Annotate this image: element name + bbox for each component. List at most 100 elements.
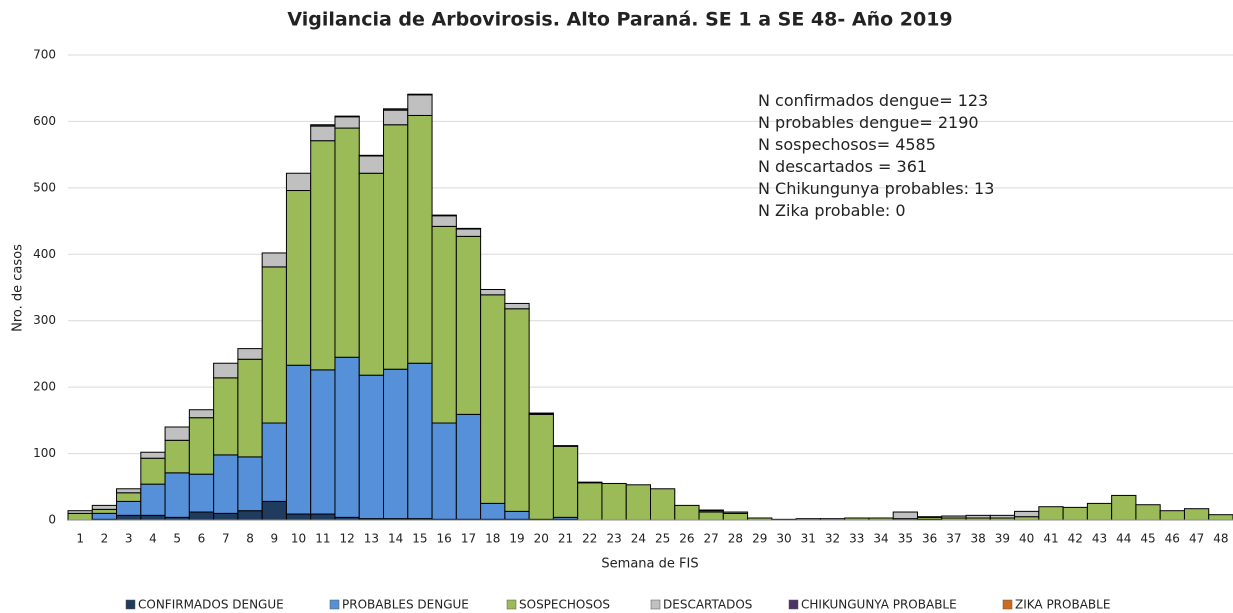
- x-tick-label: 31: [801, 532, 816, 546]
- x-tick-label: 6: [198, 532, 206, 546]
- bar-segment: [285, 190, 312, 366]
- bar-segment: [91, 508, 118, 514]
- bar-segment: [528, 412, 554, 415]
- bar-segment: [261, 500, 287, 521]
- x-tick-label: 46: [1165, 532, 1180, 546]
- x-tick-label: 47: [1189, 532, 1204, 546]
- bar-segment: [237, 456, 263, 512]
- bar-segment: [431, 422, 457, 520]
- bar-segment: [188, 417, 215, 475]
- x-tick-label: 10: [291, 532, 306, 546]
- annotation: N sospechosos= 4585: [758, 135, 936, 154]
- bar-segment: [504, 308, 530, 512]
- bar-segment: [1062, 506, 1088, 521]
- bar-segment: [334, 115, 360, 118]
- x-tick-label: 45: [1140, 532, 1155, 546]
- bar-segment: [431, 214, 457, 217]
- bar-segment: [407, 114, 433, 364]
- x-tick-label: 48: [1213, 532, 1228, 546]
- y-tick-label: 100: [33, 446, 56, 460]
- bar-segment: [261, 422, 287, 502]
- bar-segment: [310, 369, 336, 515]
- bar-segment: [722, 512, 749, 521]
- x-tick-label: 23: [606, 532, 621, 546]
- x-tick-label: 12: [339, 532, 354, 546]
- x-tick-label: 16: [437, 532, 452, 546]
- bar-segment: [334, 116, 360, 129]
- bar-segment: [213, 454, 239, 514]
- bar-segment: [285, 513, 312, 521]
- bar-segment: [552, 445, 579, 518]
- legend-swatch: [1002, 599, 1013, 610]
- bar-segment: [480, 294, 506, 504]
- bar-segment: [480, 502, 506, 520]
- legend-swatch: [506, 599, 517, 610]
- x-tick-label: 40: [1019, 532, 1034, 546]
- y-tick-label: 500: [33, 180, 56, 194]
- bar-segment: [965, 514, 991, 519]
- legend-label: PROBABLES DENGUE: [342, 598, 469, 612]
- x-tick-label: 38: [971, 532, 986, 546]
- x-tick-label: 26: [679, 532, 694, 546]
- x-tick-label: 44: [1116, 532, 1131, 546]
- bar-segment: [67, 510, 93, 514]
- bar-segment: [383, 108, 409, 111]
- bar-segment: [213, 377, 239, 456]
- x-tick-label: 19: [509, 532, 524, 546]
- y-tick-label: 200: [33, 380, 56, 394]
- legend-label: ZIKA PROBABLE: [1015, 598, 1110, 612]
- x-tick-label: 5: [173, 532, 181, 546]
- bar-segment: [285, 364, 312, 515]
- annotation: N probables dengue= 2190: [758, 113, 979, 132]
- bar-segment: [116, 488, 142, 494]
- bar-segment: [916, 516, 943, 518]
- legend-label: DESCARTADOS: [663, 598, 752, 612]
- y-axis-label: Nro. de casos: [11, 244, 26, 332]
- bar-segment: [698, 511, 724, 521]
- bar-segment: [358, 154, 385, 157]
- bar-segment: [455, 227, 482, 230]
- bar-segment: [188, 473, 215, 513]
- bar-segment: [140, 451, 166, 459]
- x-tick-label: 42: [1068, 532, 1083, 546]
- x-tick-label: 30: [776, 532, 791, 546]
- bar-segment: [116, 514, 142, 521]
- x-tick-label: 14: [388, 532, 403, 546]
- bar-segment: [552, 445, 579, 447]
- bar-segment: [188, 409, 215, 419]
- x-tick-label: 15: [412, 532, 427, 546]
- x-tick-label: 7: [222, 532, 230, 546]
- bar-segment: [989, 514, 1016, 519]
- bar-segment: [504, 302, 530, 310]
- legend-swatch: [329, 599, 340, 610]
- bar-segment: [504, 510, 530, 520]
- bar-segment: [455, 235, 482, 415]
- x-tick-label: 35: [898, 532, 913, 546]
- bar-segment: [625, 484, 652, 521]
- x-tick-label: 21: [558, 532, 573, 546]
- x-axis-label: Semana de FIS: [601, 557, 698, 572]
- x-tick-label: 36: [922, 532, 937, 546]
- x-tick-label: 29: [752, 532, 767, 546]
- bar-segment: [237, 348, 263, 360]
- x-tick-label: 9: [270, 532, 278, 546]
- legend-swatch: [650, 599, 661, 610]
- bar-segment: [213, 362, 239, 379]
- x-tick-label: 3: [125, 532, 133, 546]
- x-tick-label: 37: [946, 532, 961, 546]
- bar-segment: [334, 127, 360, 358]
- y-tick-label: 600: [33, 114, 56, 128]
- bar-segment: [1183, 508, 1210, 521]
- bar-segment: [674, 504, 700, 521]
- bar-segment: [1038, 506, 1064, 521]
- x-tick-label: 43: [1092, 532, 1107, 546]
- bar-segment: [431, 215, 457, 227]
- bar-segment: [164, 426, 190, 441]
- bar-segment: [164, 472, 190, 518]
- x-tick-label: 39: [995, 532, 1010, 546]
- bar-segment: [116, 492, 142, 502]
- annotation: N Chikungunya probables: 13: [758, 179, 994, 198]
- x-tick-label: 11: [315, 532, 330, 546]
- bar-segment: [67, 512, 93, 521]
